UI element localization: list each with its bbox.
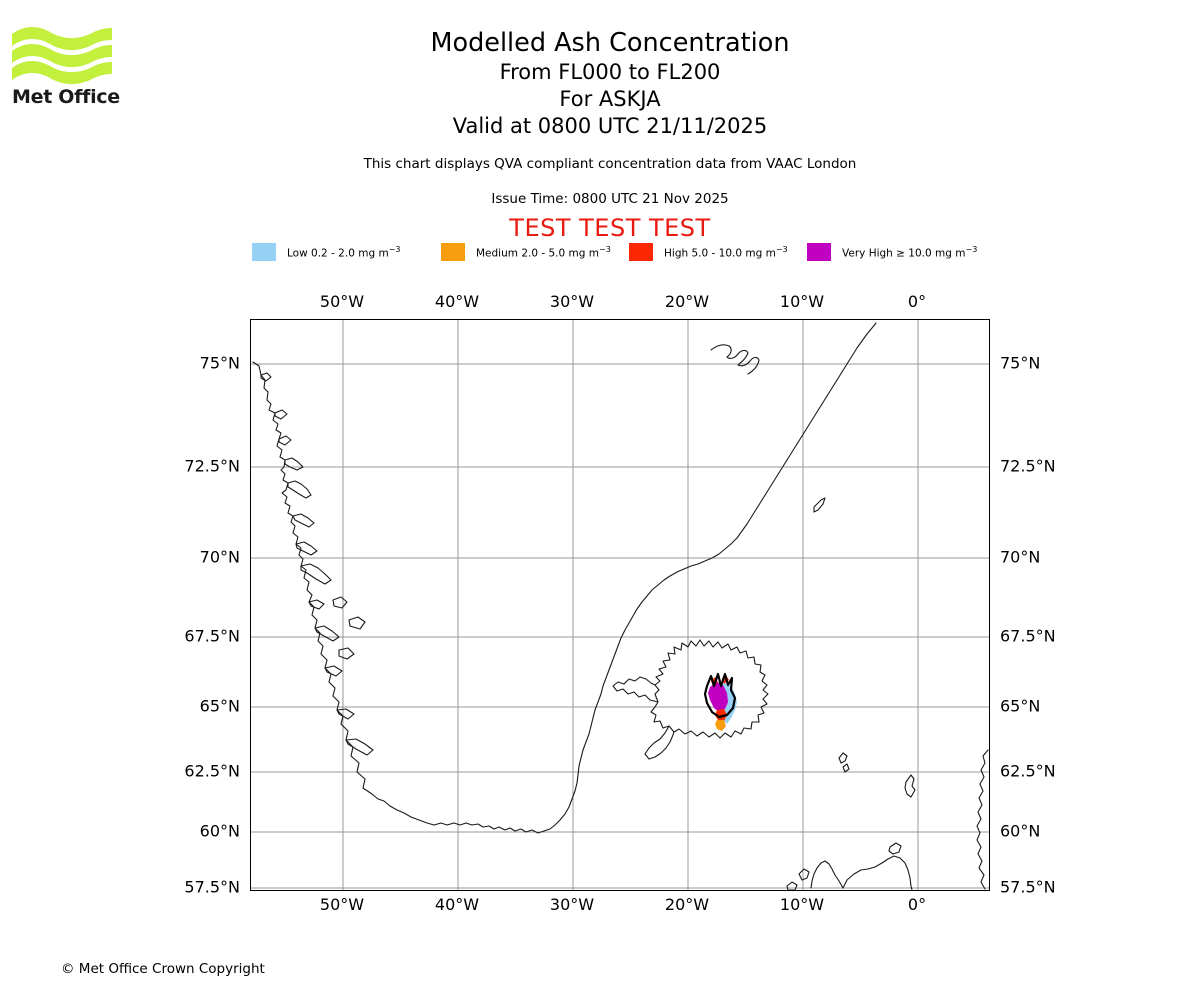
lon-tick-top-3: 20°W bbox=[664, 292, 710, 311]
askja-ash-plume bbox=[703, 672, 737, 731]
greenland-fjord-l bbox=[336, 708, 355, 720]
met-office-wordmark: Met Office bbox=[12, 86, 120, 108]
lon-tick-top-0: 50°W bbox=[319, 292, 365, 311]
scotland-west-coast bbox=[810, 860, 844, 889]
orkney-islands bbox=[888, 842, 902, 855]
greenland-island-c bbox=[338, 647, 355, 660]
legend-entry-1: Medium 2.0 - 5.0 mg m−3 bbox=[441, 241, 611, 263]
lon-tick-top-5: 0° bbox=[907, 292, 927, 311]
lat-tick-left-4: 65°N bbox=[199, 696, 240, 716]
lat-tick-right-1: 72.5°N bbox=[1000, 456, 1056, 476]
lon-tick-bottom-1: 40°W bbox=[434, 895, 480, 914]
lat-tick-left-5: 62.5°N bbox=[184, 761, 240, 781]
legend-label-3: Very High ≥ 10.0 mg m−3 bbox=[842, 244, 978, 260]
legend-entry-0: Low 0.2 - 2.0 mg m−3 bbox=[252, 241, 400, 263]
iceland-outline bbox=[612, 639, 769, 760]
copyright-notice: © Met Office Crown Copyright bbox=[61, 961, 265, 977]
lon-tick-bottom-5: 0° bbox=[907, 895, 927, 914]
lat-tick-left-6: 60°N bbox=[199, 821, 240, 841]
test-banner: TEST TEST TEST bbox=[509, 214, 711, 242]
legend-swatch-2 bbox=[629, 243, 653, 261]
title-valid-time: Valid at 0800 UTC 21/11/2025 bbox=[452, 114, 768, 138]
iceland-north-fragment bbox=[710, 344, 760, 375]
iceland-westfjords bbox=[612, 676, 659, 703]
lon-tick-bottom-4: 10°W bbox=[779, 895, 825, 914]
greenland-fjord-d bbox=[284, 457, 304, 471]
lat-tick-right-6: 60°N bbox=[1000, 821, 1041, 841]
legend-exponent-1: −3 bbox=[598, 244, 611, 254]
legend-swatch-3 bbox=[807, 243, 831, 261]
page-title: Modelled Ash Concentration bbox=[430, 28, 790, 58]
shetland-islands bbox=[904, 774, 916, 798]
map-plot-area[interactable] bbox=[250, 319, 990, 891]
greenland-island-b bbox=[348, 616, 366, 630]
greenland-fjord-i bbox=[308, 599, 325, 610]
issue-time: Issue Time: 0800 UTC 21 Nov 2025 bbox=[491, 191, 729, 207]
lon-tick-bottom-3: 20°W bbox=[664, 895, 710, 914]
greenland-fjord-e bbox=[287, 480, 312, 499]
map-gridlines bbox=[251, 320, 989, 890]
greenland-fjord-b bbox=[274, 409, 288, 420]
legend-swatch-0 bbox=[252, 243, 276, 261]
lat-tick-left-2: 70°N bbox=[199, 547, 240, 567]
legend-label-2: High 5.0 - 10.0 mg m−3 bbox=[664, 244, 788, 260]
legend-label-0: Low 0.2 - 2.0 mg m−3 bbox=[287, 244, 401, 260]
iceland-southwest-peninsula bbox=[644, 725, 675, 760]
iceland-mainland bbox=[650, 639, 769, 739]
legend-exponent-2: −3 bbox=[775, 244, 788, 254]
greenland-coast bbox=[252, 322, 877, 834]
greenland-fjord-c bbox=[278, 435, 292, 446]
legend-exponent-3: −3 bbox=[965, 244, 978, 254]
legend-entry-3: Very High ≥ 10.0 mg m−3 bbox=[807, 241, 977, 263]
lon-tick-top-1: 40°W bbox=[434, 292, 480, 311]
plume-very-high-region bbox=[708, 682, 728, 712]
faroe-islands-north bbox=[838, 752, 848, 764]
lat-tick-right-5: 62.5°N bbox=[1000, 761, 1056, 781]
greenland-fjord-g bbox=[295, 541, 318, 556]
concentration-legend: Low 0.2 - 2.0 mg m−3 Medium 2.0 - 5.0 mg … bbox=[250, 241, 990, 263]
greenland-fjord-a bbox=[260, 372, 272, 382]
norway-coast bbox=[976, 749, 989, 890]
lon-tick-top-4: 10°W bbox=[779, 292, 825, 311]
lat-tick-left-0: 75°N bbox=[199, 353, 240, 373]
scotland-north-coast bbox=[842, 855, 913, 890]
met-office-wave-logo-icon bbox=[12, 26, 112, 85]
lat-tick-left-3: 67.5°N bbox=[184, 626, 240, 646]
lon-tick-top-2: 30°W bbox=[549, 292, 595, 311]
greenland-island-a bbox=[332, 596, 348, 609]
jan-mayen-island bbox=[813, 497, 826, 513]
lat-tick-right-3: 67.5°N bbox=[1000, 626, 1056, 646]
title-volcano: For ASKJA bbox=[559, 87, 661, 111]
lon-tick-bottom-0: 50°W bbox=[319, 895, 365, 914]
lat-tick-right-4: 65°N bbox=[1000, 696, 1041, 716]
plume-medium-region bbox=[715, 720, 726, 731]
greenland-fjord-h bbox=[300, 563, 332, 585]
lat-tick-left-7: 57.5°N bbox=[184, 877, 240, 897]
coastline-outlines bbox=[252, 322, 989, 890]
lat-tick-left-1: 72.5°N bbox=[184, 456, 240, 476]
title-flight-level: From FL000 to FL200 bbox=[499, 60, 721, 84]
legend-exponent-0: −3 bbox=[388, 244, 401, 254]
qva-note: This chart displays QVA compliant concen… bbox=[363, 156, 857, 172]
legend-entry-2: High 5.0 - 10.0 mg m−3 bbox=[629, 241, 788, 263]
lat-tick-right-0: 75°N bbox=[1000, 353, 1041, 373]
plume-source-outline bbox=[703, 672, 737, 719]
chart-title-block: Modelled Ash Concentration From FL000 to… bbox=[300, 28, 920, 140]
faroe-islands-south bbox=[842, 763, 850, 773]
legend-swatch-1 bbox=[441, 243, 465, 261]
lon-tick-bottom-2: 30°W bbox=[549, 895, 595, 914]
plume-high-region bbox=[715, 709, 727, 721]
hebrides-south bbox=[786, 881, 798, 890]
greenland-fjord-f bbox=[292, 513, 315, 528]
greenland-fjord-k bbox=[324, 665, 343, 677]
met-office-branding: Met Office bbox=[12, 24, 124, 107]
greenland-fjord-m bbox=[345, 738, 374, 756]
map-canvas bbox=[251, 320, 989, 890]
outer-hebrides bbox=[798, 868, 810, 881]
lat-tick-right-7: 57.5°N bbox=[1000, 877, 1056, 897]
lat-tick-right-2: 70°N bbox=[1000, 547, 1041, 567]
legend-label-1: Medium 2.0 - 5.0 mg m−3 bbox=[476, 244, 611, 260]
greenland-fjord-j bbox=[314, 625, 340, 642]
